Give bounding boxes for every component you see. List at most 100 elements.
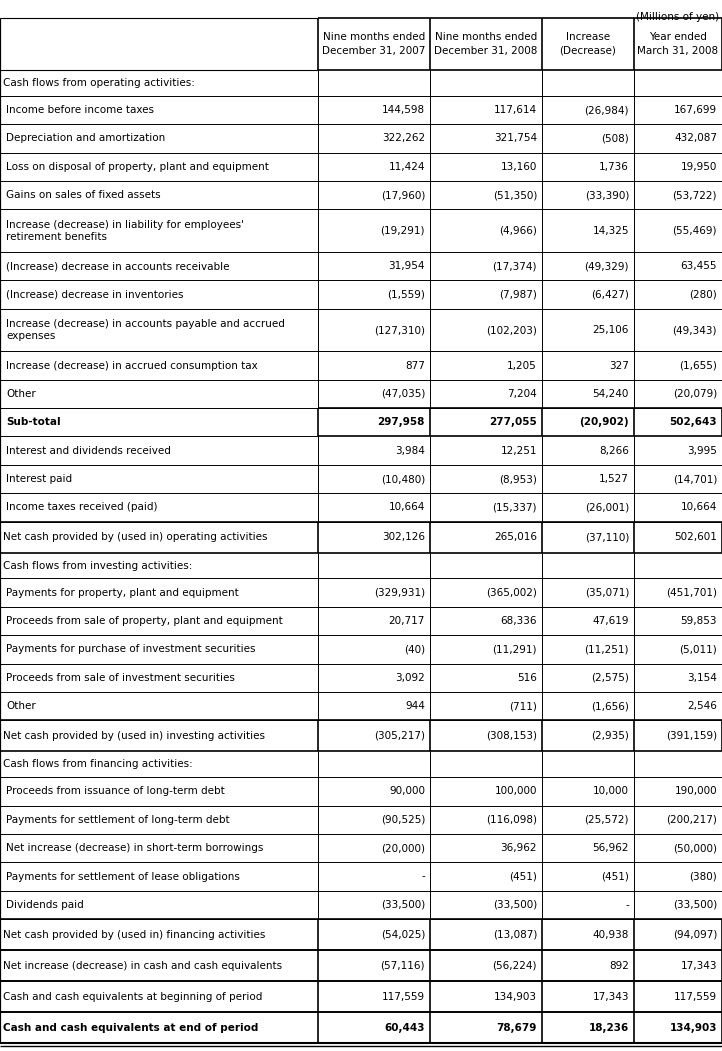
Text: Depreciation and amortization: Depreciation and amortization (6, 133, 165, 143)
Text: 322,262: 322,262 (382, 133, 425, 143)
Text: (451): (451) (601, 871, 629, 882)
Text: 167,699: 167,699 (674, 105, 717, 115)
Text: Increase (decrease) in liability for employees'
retirement benefits: Increase (decrease) in liability for emp… (6, 220, 244, 242)
Text: 90,000: 90,000 (389, 786, 425, 797)
Text: Increase (decrease) in accrued consumption tax: Increase (decrease) in accrued consumpti… (6, 360, 258, 371)
Text: 3,092: 3,092 (395, 673, 425, 683)
Text: Sub-total: Sub-total (6, 417, 61, 428)
Text: Cash flows from operating activities:: Cash flows from operating activities: (3, 78, 195, 88)
Text: (380): (380) (690, 871, 717, 882)
Text: (11,251): (11,251) (585, 644, 629, 655)
Text: 78,679: 78,679 (497, 1023, 537, 1032)
Text: 56,962: 56,962 (593, 843, 629, 853)
Text: 12,251: 12,251 (500, 446, 537, 456)
Text: Dividends paid: Dividends paid (6, 900, 84, 910)
Text: (102,203): (102,203) (486, 325, 537, 335)
Text: 19,950: 19,950 (681, 162, 717, 171)
Text: (Increase) decrease in accounts receivable: (Increase) decrease in accounts receivab… (6, 261, 230, 271)
Text: (56,224): (56,224) (492, 961, 537, 970)
Text: 3,154: 3,154 (687, 673, 717, 683)
Text: Proceeds from sale of property, plant and equipment: Proceeds from sale of property, plant an… (6, 616, 283, 626)
Text: 502,601: 502,601 (674, 532, 717, 542)
Text: 10,664: 10,664 (388, 502, 425, 513)
Text: 117,614: 117,614 (494, 105, 537, 115)
Text: Increase (decrease) in accounts payable and accrued
expenses: Increase (decrease) in accounts payable … (6, 320, 285, 341)
Text: (51,350): (51,350) (492, 190, 537, 200)
Text: 8,266: 8,266 (599, 446, 629, 456)
Text: -: - (625, 900, 629, 910)
Text: (4,966): (4,966) (499, 226, 537, 235)
Text: (127,310): (127,310) (374, 325, 425, 335)
Text: Gains on sales of fixed assets: Gains on sales of fixed assets (6, 190, 160, 200)
Text: (55,469): (55,469) (672, 226, 717, 235)
Text: (40): (40) (404, 644, 425, 655)
Text: (10,480): (10,480) (380, 474, 425, 485)
Text: 265,016: 265,016 (494, 532, 537, 542)
Text: (1,656): (1,656) (591, 701, 629, 712)
Text: (26,001): (26,001) (585, 502, 629, 513)
Text: 892: 892 (609, 961, 629, 970)
Text: 60,443: 60,443 (385, 1023, 425, 1032)
Text: Nine months ended
December 31, 2007: Nine months ended December 31, 2007 (322, 33, 426, 56)
Text: (17,960): (17,960) (380, 190, 425, 200)
Text: (1,655): (1,655) (679, 360, 717, 371)
Text: Cash flows from financing activities:: Cash flows from financing activities: (3, 759, 193, 769)
Text: Payments for settlement of long-term debt: Payments for settlement of long-term deb… (6, 815, 230, 825)
Text: (200,217): (200,217) (666, 815, 717, 825)
Text: Interest and dividends received: Interest and dividends received (6, 446, 171, 456)
Text: Loss on disposal of property, plant and equipment: Loss on disposal of property, plant and … (6, 162, 269, 171)
Text: Net cash provided by (used in) operating activities: Net cash provided by (used in) operating… (3, 532, 267, 542)
Text: (26,984): (26,984) (585, 105, 629, 115)
Text: 877: 877 (405, 360, 425, 371)
Text: (33,500): (33,500) (380, 900, 425, 910)
Text: (2,575): (2,575) (591, 673, 629, 683)
Text: 134,903: 134,903 (669, 1023, 717, 1032)
Text: 3,984: 3,984 (395, 446, 425, 456)
Text: (90,525): (90,525) (380, 815, 425, 825)
Text: (49,329): (49,329) (585, 261, 629, 271)
Text: Proceeds from issuance of long-term debt: Proceeds from issuance of long-term debt (6, 786, 225, 797)
Text: 18,236: 18,236 (588, 1023, 629, 1032)
Text: (Increase) decrease in inventories: (Increase) decrease in inventories (6, 289, 183, 300)
Text: (33,390): (33,390) (585, 190, 629, 200)
Text: 17,343: 17,343 (681, 961, 717, 970)
Text: Other: Other (6, 701, 36, 712)
Text: 68,336: 68,336 (500, 616, 537, 626)
Text: 432,087: 432,087 (674, 133, 717, 143)
Text: Cash and cash equivalents at end of period: Cash and cash equivalents at end of peri… (3, 1023, 258, 1032)
Text: 1,527: 1,527 (599, 474, 629, 485)
Text: 59,853: 59,853 (681, 616, 717, 626)
Text: (33,500): (33,500) (492, 900, 537, 910)
Text: (391,159): (391,159) (666, 730, 717, 741)
Text: (19,291): (19,291) (380, 226, 425, 235)
Text: (50,000): (50,000) (673, 843, 717, 853)
Text: Year ended
March 31, 2008: Year ended March 31, 2008 (638, 33, 718, 56)
Text: (53,722): (53,722) (672, 190, 717, 200)
Text: 10,000: 10,000 (593, 786, 629, 797)
Text: 944: 944 (405, 701, 425, 712)
Text: (2,935): (2,935) (591, 730, 629, 741)
Text: (20,079): (20,079) (673, 389, 717, 399)
Text: 117,559: 117,559 (382, 991, 425, 1002)
Text: (11,291): (11,291) (492, 644, 537, 655)
Text: 502,643: 502,643 (669, 417, 717, 428)
Text: (1,559): (1,559) (387, 289, 425, 300)
Text: (365,002): (365,002) (486, 588, 537, 598)
Text: (35,071): (35,071) (585, 588, 629, 598)
Text: (329,931): (329,931) (374, 588, 425, 598)
Text: 190,000: 190,000 (674, 786, 717, 797)
Text: 117,559: 117,559 (674, 991, 717, 1002)
Text: (5,011): (5,011) (679, 644, 717, 655)
Text: (116,098): (116,098) (486, 815, 537, 825)
Text: (508): (508) (601, 133, 629, 143)
Text: (54,025): (54,025) (380, 929, 425, 940)
Text: Increase
(Decrease): Increase (Decrease) (560, 33, 617, 56)
Text: (15,337): (15,337) (492, 502, 537, 513)
Text: 134,903: 134,903 (494, 991, 537, 1002)
Text: Payments for purchase of investment securities: Payments for purchase of investment secu… (6, 644, 256, 655)
Text: (6,427): (6,427) (591, 289, 629, 300)
Text: 14,325: 14,325 (593, 226, 629, 235)
Text: Payments for settlement of lease obligations: Payments for settlement of lease obligat… (6, 871, 240, 882)
Text: 1,736: 1,736 (599, 162, 629, 171)
Text: 40,938: 40,938 (593, 929, 629, 940)
